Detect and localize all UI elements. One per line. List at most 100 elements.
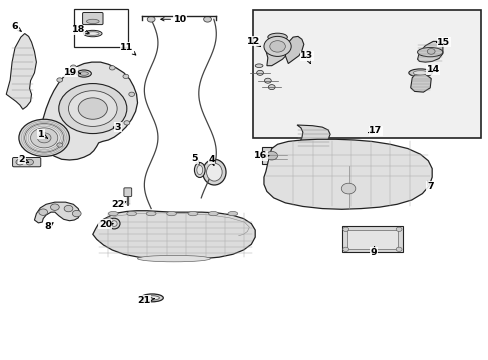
Polygon shape [410, 74, 430, 92]
Polygon shape [295, 125, 329, 149]
Ellipse shape [188, 211, 198, 216]
Ellipse shape [146, 211, 156, 216]
Text: 15: 15 [436, 37, 449, 46]
Polygon shape [264, 139, 431, 209]
Ellipse shape [408, 69, 431, 77]
Text: 22: 22 [111, 200, 125, 209]
Ellipse shape [144, 296, 159, 300]
Circle shape [256, 70, 263, 75]
Bar [341, 226, 402, 252]
Circle shape [59, 84, 126, 134]
Text: 14: 14 [426, 66, 439, 75]
Circle shape [37, 133, 51, 143]
Ellipse shape [194, 162, 204, 177]
Ellipse shape [141, 294, 163, 302]
Text: 18: 18 [71, 26, 89, 35]
Ellipse shape [166, 211, 176, 216]
Circle shape [30, 128, 58, 148]
Ellipse shape [417, 48, 442, 57]
Ellipse shape [255, 64, 263, 67]
Circle shape [16, 159, 24, 165]
Text: 3: 3 [113, 123, 121, 132]
Text: 9: 9 [370, 247, 376, 257]
Circle shape [395, 247, 401, 251]
Bar [262, 147, 288, 164]
Ellipse shape [227, 211, 237, 216]
Text: 16: 16 [254, 151, 268, 160]
Ellipse shape [108, 218, 120, 229]
Circle shape [122, 74, 128, 78]
Ellipse shape [206, 163, 222, 181]
Ellipse shape [202, 159, 225, 185]
Ellipse shape [111, 221, 117, 226]
Circle shape [269, 41, 285, 52]
Text: 8: 8 [44, 222, 53, 231]
Ellipse shape [137, 255, 210, 262]
Ellipse shape [86, 19, 99, 23]
Circle shape [203, 17, 211, 22]
Circle shape [342, 247, 348, 251]
Text: 10: 10 [161, 15, 186, 24]
Circle shape [395, 227, 401, 231]
Polygon shape [93, 211, 255, 259]
Circle shape [128, 92, 134, 96]
Circle shape [427, 49, 434, 54]
Text: 5: 5 [191, 154, 199, 164]
Polygon shape [41, 62, 137, 160]
Circle shape [78, 98, 107, 119]
Ellipse shape [80, 72, 88, 75]
Text: 11: 11 [120, 42, 136, 55]
Text: 4: 4 [208, 155, 214, 166]
Circle shape [57, 78, 62, 82]
Circle shape [123, 121, 129, 125]
FancyBboxPatch shape [123, 188, 131, 197]
Text: 20: 20 [99, 220, 113, 229]
Text: 7: 7 [426, 181, 433, 191]
Circle shape [50, 204, 59, 210]
Polygon shape [34, 202, 80, 223]
Circle shape [268, 85, 275, 90]
Circle shape [342, 227, 348, 231]
Polygon shape [265, 37, 287, 66]
Text: 17: 17 [368, 126, 382, 135]
Polygon shape [417, 41, 442, 62]
Bar [346, 230, 397, 249]
Text: 12: 12 [246, 37, 260, 46]
Circle shape [70, 65, 76, 69]
Ellipse shape [83, 30, 102, 37]
Ellipse shape [126, 211, 136, 216]
Polygon shape [6, 33, 36, 109]
Text: 19: 19 [63, 68, 81, 77]
Circle shape [265, 152, 277, 160]
Ellipse shape [197, 165, 202, 175]
Ellipse shape [108, 211, 118, 216]
Circle shape [264, 78, 271, 83]
Text: 6: 6 [12, 22, 21, 31]
Ellipse shape [267, 33, 287, 41]
Circle shape [39, 209, 47, 215]
Circle shape [72, 210, 81, 217]
Bar [74, 9, 127, 47]
Circle shape [109, 66, 115, 70]
Ellipse shape [86, 32, 99, 35]
Circle shape [64, 205, 73, 212]
Circle shape [68, 91, 117, 126]
Circle shape [57, 143, 62, 147]
FancyBboxPatch shape [82, 13, 103, 24]
Polygon shape [285, 36, 303, 64]
Ellipse shape [77, 70, 91, 77]
Text: 1: 1 [38, 130, 47, 139]
Ellipse shape [208, 211, 218, 216]
Ellipse shape [412, 71, 427, 75]
Circle shape [19, 119, 69, 157]
Bar [253, 10, 480, 138]
Circle shape [26, 159, 33, 165]
Circle shape [264, 36, 290, 57]
Circle shape [147, 17, 155, 22]
Circle shape [341, 183, 355, 194]
Circle shape [25, 123, 63, 152]
Text: 13: 13 [300, 51, 313, 63]
FancyBboxPatch shape [13, 157, 41, 167]
Text: 21: 21 [138, 296, 154, 305]
Text: 2: 2 [19, 155, 29, 164]
